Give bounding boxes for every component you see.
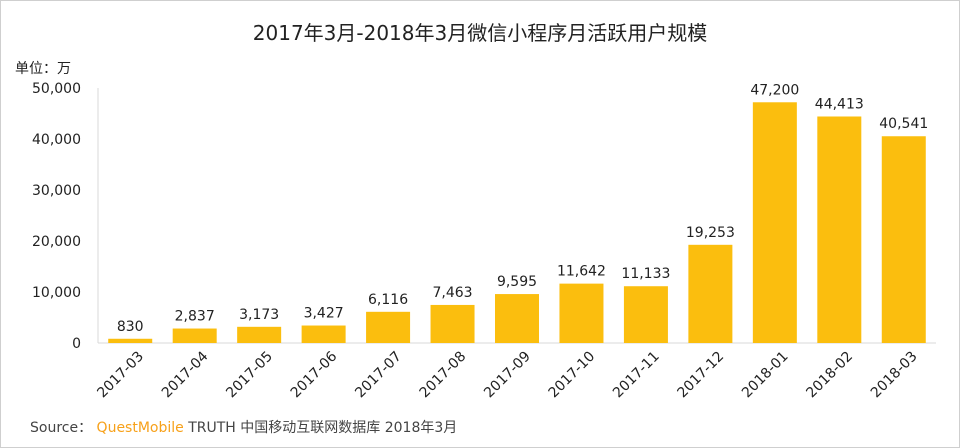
x-tick-label: 2018-01: [739, 349, 792, 402]
bar: [237, 326, 282, 343]
bar: [108, 338, 153, 343]
bar: [559, 283, 604, 343]
bar: [430, 304, 475, 343]
y-tick-label: 40,000: [32, 132, 81, 148]
bar: [366, 311, 411, 343]
x-tick-label: 2017-09: [481, 349, 534, 402]
source-text: TRUTH 中国移动互联网数据库 2018年3月: [188, 420, 458, 436]
x-tick-label: 2017-05: [223, 349, 276, 402]
source-prefix: Source：: [30, 420, 93, 436]
data-label: 40,541: [879, 116, 928, 132]
data-label: 830: [117, 319, 144, 335]
y-tick-label: 0: [72, 336, 81, 352]
data-label: 44,413: [815, 96, 864, 112]
y-tick-label: 10,000: [32, 285, 81, 301]
bar: [688, 244, 733, 343]
chart-title: 2017年3月-2018年3月微信小程序月活跃用户规模: [252, 21, 708, 45]
data-label: 3,173: [239, 307, 279, 323]
bar: [817, 116, 862, 343]
data-label: 7,463: [432, 285, 472, 301]
y-tick-label: 50,000: [32, 81, 81, 97]
bar: [301, 325, 346, 343]
data-label: 3,427: [304, 306, 344, 322]
bar: [752, 102, 797, 343]
x-tick-label: 2017-12: [675, 349, 728, 402]
source-brand: QuestMobile: [96, 420, 184, 436]
data-label: 6,116: [368, 292, 408, 308]
data-label: 47,200: [750, 82, 799, 98]
bar: [495, 294, 539, 343]
bar: [172, 328, 217, 343]
y-tick-label: 30,000: [32, 183, 81, 199]
data-label: 9,595: [497, 274, 537, 290]
x-tick-label: 2017-04: [159, 348, 212, 401]
data-label: 2,837: [175, 309, 215, 325]
x-tick-label: 2017-10: [546, 349, 599, 402]
x-tick-label: 2017-07: [352, 349, 405, 402]
x-tick-label: 2017-11: [610, 349, 663, 402]
data-label: 11,133: [621, 266, 670, 282]
y-tick-label: 20,000: [32, 234, 81, 250]
unit-label: 单位：万: [15, 61, 71, 77]
x-tick-label: 2017-08: [417, 349, 470, 402]
bar: [623, 286, 668, 343]
x-tick-label: 2017-06: [288, 348, 341, 401]
x-tick-label: 2018-02: [803, 349, 856, 402]
x-tick-label: 2017-03: [94, 349, 147, 402]
source-note: Source： QuestMobile TRUTH 中国移动互联网数据库 201…: [30, 417, 457, 437]
data-label: 11,642: [557, 264, 606, 280]
x-tick-label: 2018-03: [868, 349, 921, 402]
bar: [881, 136, 926, 343]
data-label: 19,253: [686, 225, 735, 241]
